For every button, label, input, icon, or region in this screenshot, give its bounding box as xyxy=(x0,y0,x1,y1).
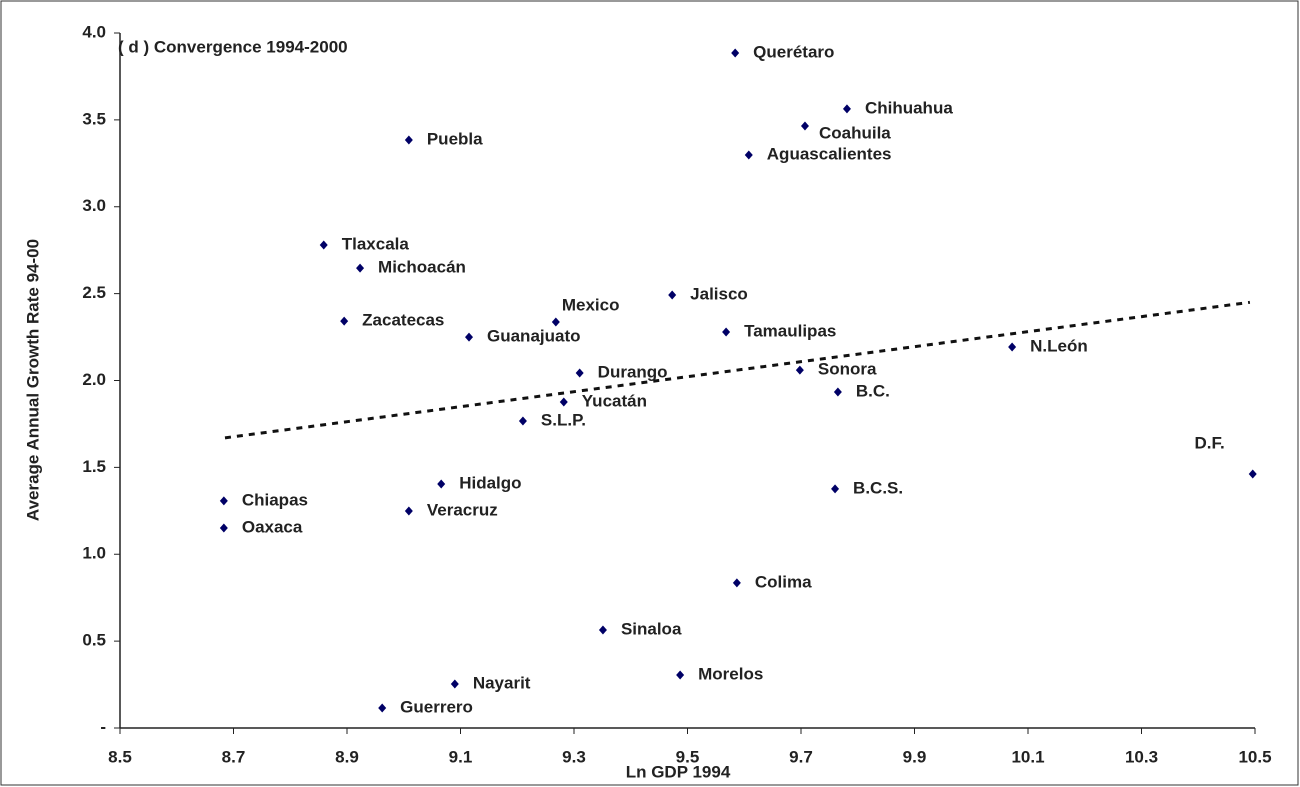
x-tick-label: 9.7 xyxy=(789,747,813,766)
point xyxy=(831,484,840,494)
point xyxy=(518,416,527,426)
point-label: Yucatán xyxy=(582,392,647,411)
y-tick-label: 2.0 xyxy=(82,370,106,389)
point-label: Veracruz xyxy=(427,500,498,519)
point-label: Sonora xyxy=(818,360,877,379)
point-label: Coahuila xyxy=(819,123,891,142)
point-label: Chihuahua xyxy=(865,98,953,117)
x-axis-label: Ln GDP 1994 xyxy=(626,762,731,781)
point xyxy=(598,625,607,635)
point xyxy=(219,523,228,533)
point-label: Hidalgo xyxy=(459,474,521,493)
point-label: Mexico xyxy=(562,295,620,314)
x-tick-label: 8.9 xyxy=(335,747,359,766)
point xyxy=(356,263,365,273)
point-label: Tlaxcala xyxy=(342,234,410,253)
point xyxy=(731,48,740,58)
x-tick-label: 10.5 xyxy=(1238,747,1271,766)
point xyxy=(437,479,446,489)
x-tick-label: 10.1 xyxy=(1011,747,1044,766)
point-label: Tamaulipas xyxy=(744,322,836,341)
point-label: Chiapas xyxy=(242,490,308,509)
point-label: N.León xyxy=(1030,336,1088,355)
point xyxy=(465,332,474,342)
point xyxy=(833,387,842,397)
point xyxy=(404,135,413,145)
point-label: B.C. xyxy=(856,381,890,400)
point xyxy=(676,670,685,680)
point xyxy=(340,316,349,326)
y-tick-label: - xyxy=(100,717,106,736)
point xyxy=(800,121,809,131)
y-axis-label: Average Annual Growth Rate 94-00 xyxy=(23,239,42,521)
y-tick-label: 2.5 xyxy=(82,283,106,302)
chart-title: ( d ) Convergence 1994-2000 xyxy=(118,37,348,56)
trendline xyxy=(224,300,1251,440)
x-tick-label: 9.3 xyxy=(562,747,586,766)
x-tick-label: 10.3 xyxy=(1125,747,1158,766)
y-tick-label: 0.5 xyxy=(82,631,106,650)
point xyxy=(575,368,584,378)
point xyxy=(842,104,851,114)
point-label: Morelos xyxy=(698,664,763,683)
x-tick-label: 9.1 xyxy=(449,747,473,766)
point-label: Oaxaca xyxy=(242,517,303,536)
point-label: Nayarit xyxy=(473,674,531,693)
point xyxy=(795,365,804,375)
x-tick-label: 9.9 xyxy=(903,747,927,766)
x-tick-label: 9.5 xyxy=(676,747,700,766)
point-label: Guanajuato xyxy=(487,327,581,346)
point-label: Puebla xyxy=(427,130,483,149)
point xyxy=(744,150,753,160)
y-tick-label: 3.5 xyxy=(82,109,106,128)
point xyxy=(319,240,328,250)
x-tick-label: 8.7 xyxy=(222,747,246,766)
y-tick-label: 1.5 xyxy=(82,457,106,476)
point xyxy=(1008,342,1017,352)
point-label: Jalisco xyxy=(690,284,748,303)
point xyxy=(404,506,413,516)
point-label: S.L.P. xyxy=(541,410,586,429)
y-tick-label: 4.0 xyxy=(82,22,106,41)
point-label: B.C.S. xyxy=(853,478,903,497)
point-label: D.F. xyxy=(1194,433,1224,452)
point-label: Michoacán xyxy=(378,258,466,277)
point xyxy=(668,290,677,300)
y-tick-label: 1.0 xyxy=(82,544,106,563)
point-label: Guerrero xyxy=(400,698,473,717)
point xyxy=(559,397,568,407)
point xyxy=(732,578,741,588)
point-label: Sinaloa xyxy=(621,619,682,638)
point-label: Aguascalientes xyxy=(767,144,892,163)
point xyxy=(722,327,731,337)
point xyxy=(551,317,560,327)
x-tick-label: 8.5 xyxy=(108,747,132,766)
point-label: Durango xyxy=(598,363,668,382)
point xyxy=(1248,469,1257,479)
y-tick-label: 3.0 xyxy=(82,196,106,215)
point-label: Querétaro xyxy=(753,42,834,61)
point xyxy=(378,703,387,713)
point-label: Zacatecas xyxy=(362,311,444,330)
point xyxy=(450,679,459,689)
point-label: Colima xyxy=(755,572,812,591)
point xyxy=(219,496,228,506)
